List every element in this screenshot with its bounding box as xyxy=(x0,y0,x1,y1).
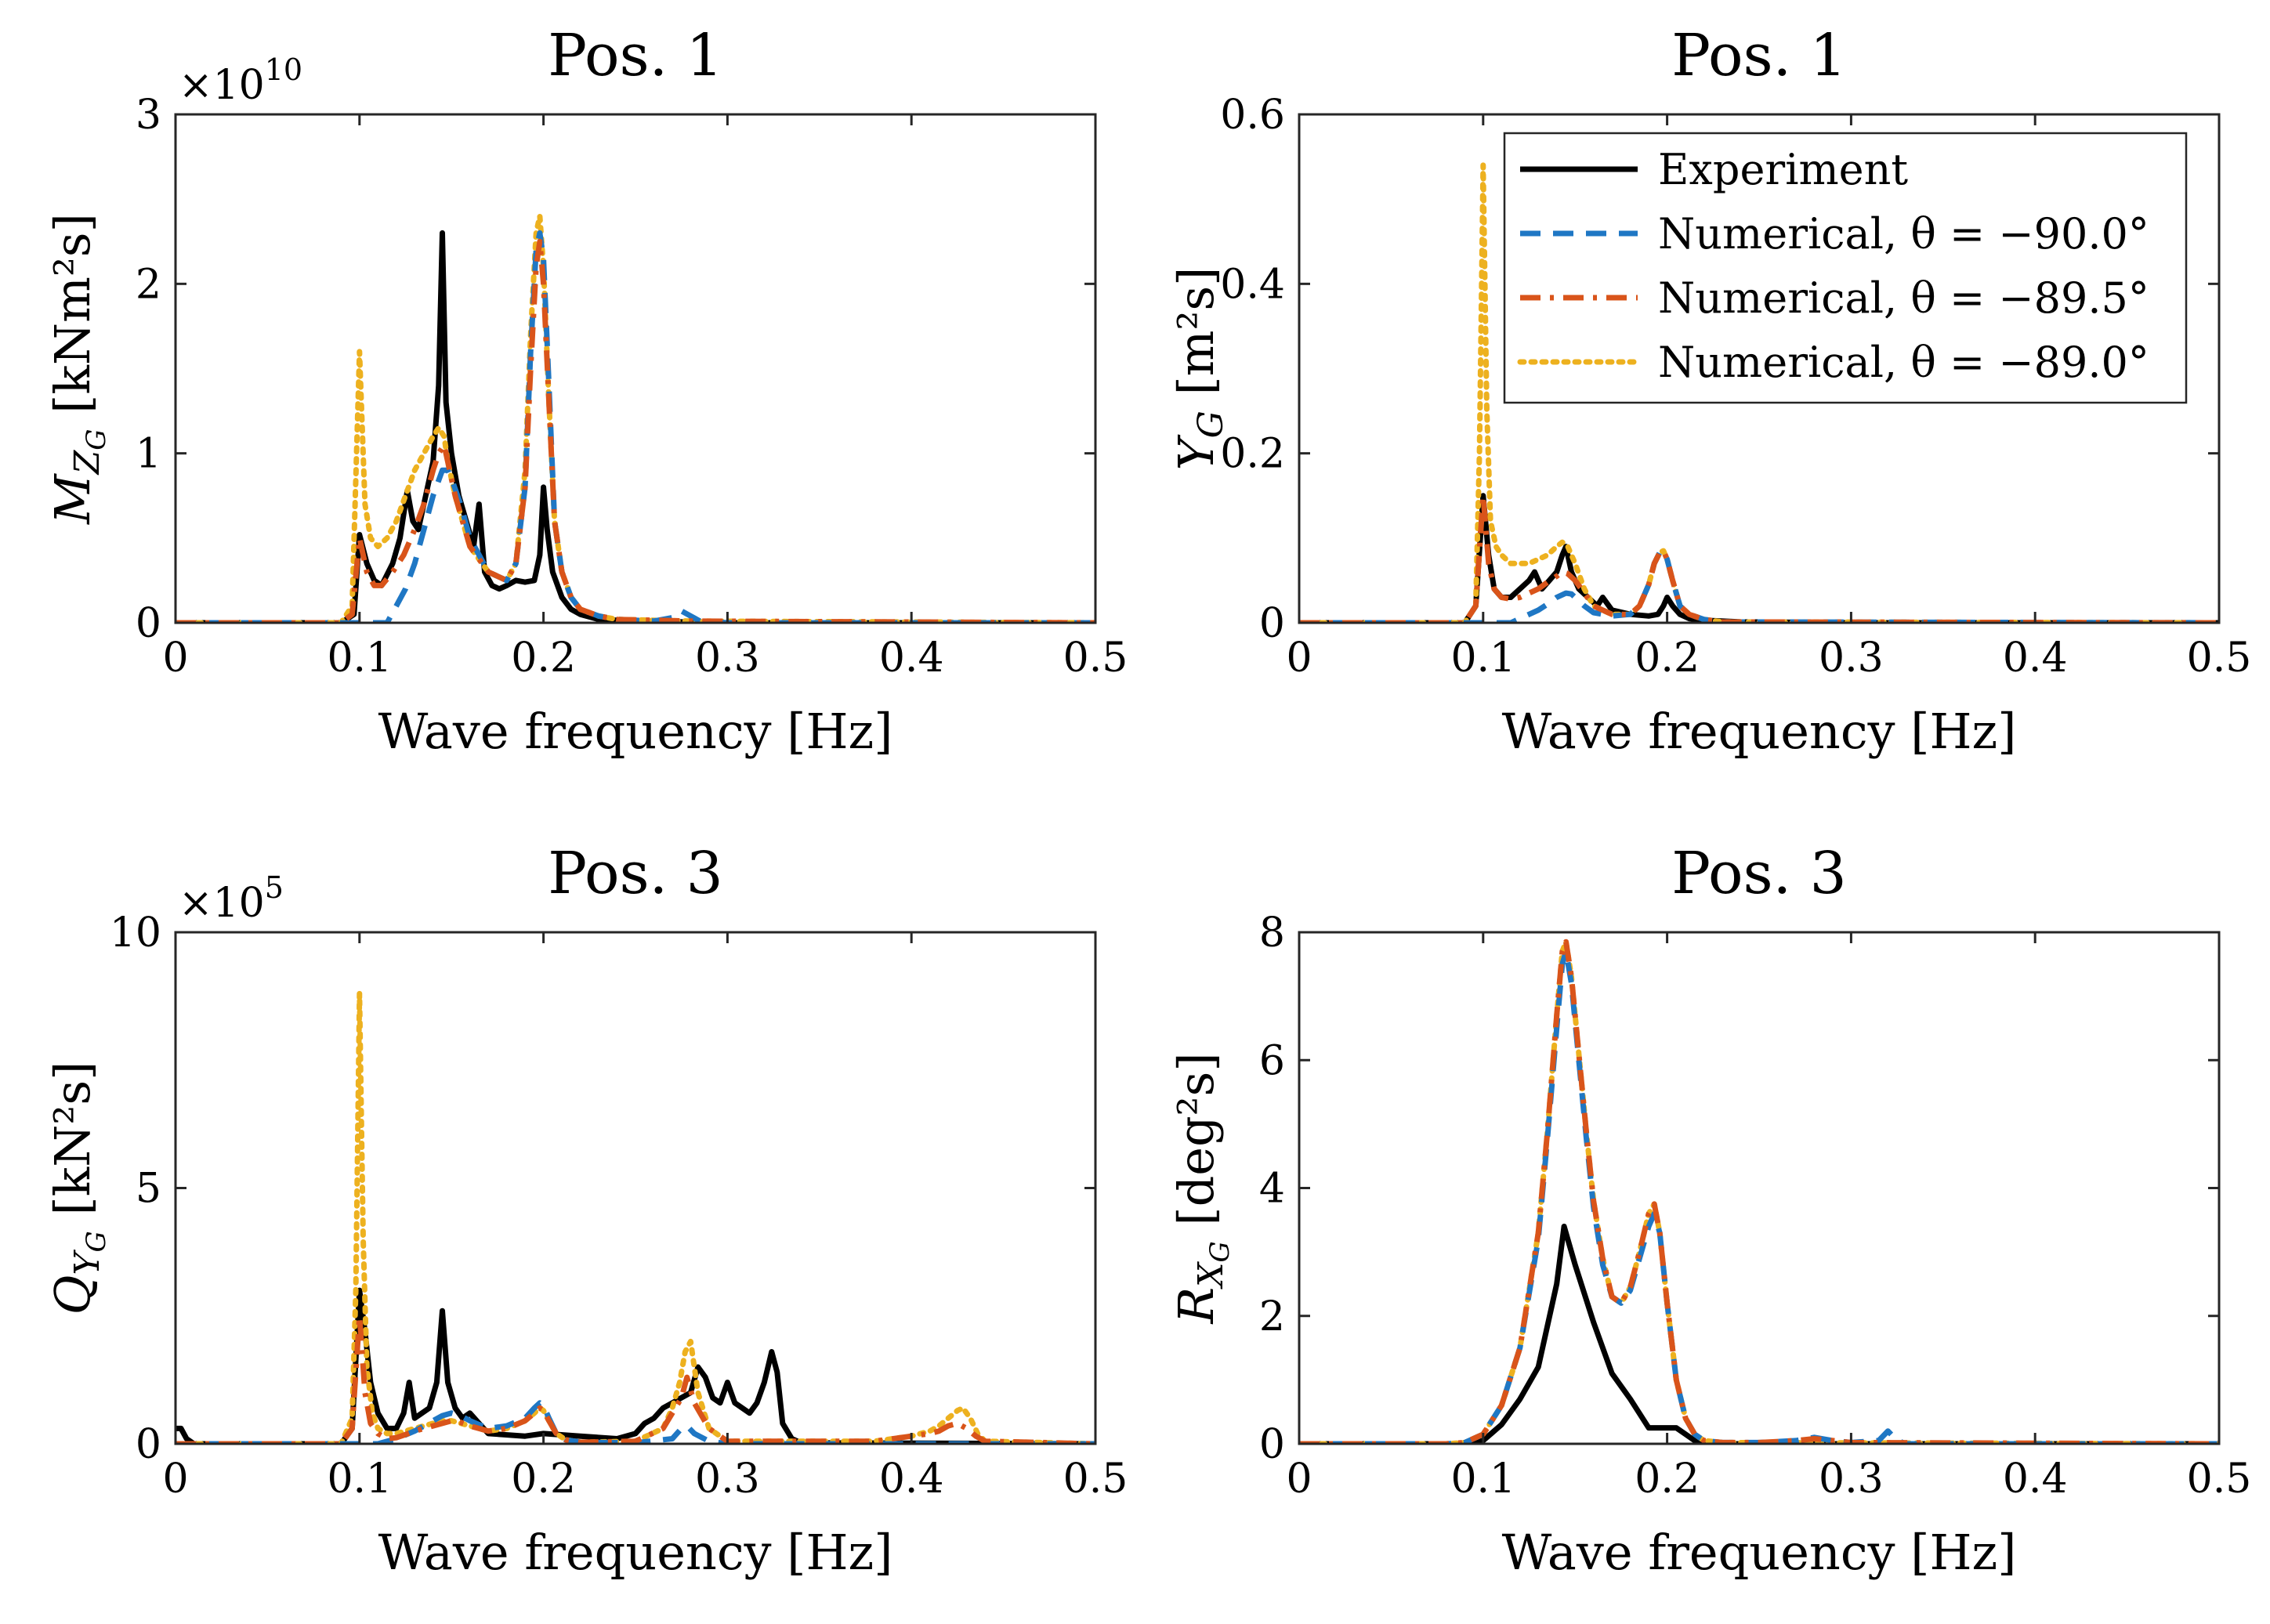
chart-title: Pos. 3 xyxy=(548,840,722,907)
y-tick-label: 4 xyxy=(1259,1166,1285,1213)
plot-area xyxy=(176,932,1095,1444)
y-tick-label: 2 xyxy=(136,261,161,308)
x-tick-label: 0 xyxy=(162,635,188,682)
x-tick-label: 0.3 xyxy=(695,635,760,682)
x-tick-label: 0.4 xyxy=(2003,635,2068,682)
x-tick-label: 0.2 xyxy=(1635,635,1700,682)
y-tick-label: 0 xyxy=(1259,1421,1285,1468)
series-line-1 xyxy=(1299,1224,2219,1444)
legend-label-2: Numerical, θ = −90.0° xyxy=(1658,209,2149,259)
plot-area xyxy=(1299,932,2219,1444)
legend-label-3: Numerical, θ = −89.5° xyxy=(1658,273,2149,323)
x-axis-label: Wave frequency [Hz] xyxy=(1502,703,2017,760)
x-tick-label: 0.4 xyxy=(2003,1456,2068,1503)
legend-label-4: Numerical, θ = −89.0° xyxy=(1658,338,2149,387)
y-tick-label: 0 xyxy=(1259,600,1285,647)
y-axis-label: QYG [kN²s] xyxy=(44,1062,112,1315)
chart-panel-3: 0 0.1 0.2 0.3 0.4 0.5 0 5 10 Pos. 3 Wave frequency… xyxy=(44,840,1128,1581)
y-tick-label: 0.2 xyxy=(1220,431,1285,478)
y-axis-label: MZG [kNm²s] xyxy=(44,213,112,525)
y-tick-label: 0.4 xyxy=(1220,261,1285,308)
chart-title: Pos. 1 xyxy=(548,22,722,89)
x-tick-label: 0.1 xyxy=(1450,635,1515,682)
series-line-3 xyxy=(1299,939,2219,1444)
x-tick-label: 0.4 xyxy=(879,1456,944,1503)
x-tick-label: 0.2 xyxy=(511,1456,576,1503)
series-line-3 xyxy=(176,238,1095,623)
chart-title: Pos. 1 xyxy=(1671,22,1846,89)
series-line-1 xyxy=(176,1287,1095,1444)
x-axis-label: Wave frequency [Hz] xyxy=(378,703,893,760)
x-tick-label: 0.5 xyxy=(2187,635,2252,682)
chart-panel-1: 0 0.1 0.2 0.3 0.4 0.5 0 1 2 3 Pos. 1 Wave frequency… xyxy=(44,22,1128,760)
y-tick-label: 10 xyxy=(110,910,161,957)
chart-panel-4: 0 0.1 0.2 0.3 0.4 0.5 0 2 4 6 8 Pos. 3 Wave frequenc… xyxy=(1168,840,2251,1581)
x-tick-label: 0.1 xyxy=(1450,1456,1515,1503)
legend-box xyxy=(1503,132,2188,404)
chart-title: Pos. 3 xyxy=(1671,840,1846,907)
x-tick-label: 0.1 xyxy=(327,635,392,682)
y-tick-label: 8 xyxy=(1259,910,1285,957)
axis-multiplier: ×105 xyxy=(179,870,284,927)
series-line-2 xyxy=(1299,548,2219,623)
plot-area xyxy=(176,114,1095,623)
axes-box xyxy=(1298,113,2221,624)
legend-label-1: Experiment xyxy=(1658,145,1908,194)
series-group xyxy=(176,213,1095,623)
series-group xyxy=(1299,939,2219,1444)
x-tick-label: 0.3 xyxy=(695,1456,760,1503)
series-line-3 xyxy=(176,1313,1095,1444)
x-tick-label: 0.4 xyxy=(879,635,944,682)
series-line-3 xyxy=(1299,493,2219,623)
y-tick-label: 5 xyxy=(136,1166,161,1213)
y-tick-label: 0 xyxy=(136,600,161,647)
x-axis-label: Wave frequency [Hz] xyxy=(378,1524,893,1581)
x-tick-label: 0.5 xyxy=(2187,1456,2252,1503)
chart-panel-2: 0 0.1 0.2 0.3 0.4 0.5 0 0.2 0.4 0.6 Pos. 1 Wave fre… xyxy=(1168,22,2251,760)
x-tick-label: 0 xyxy=(162,1456,188,1503)
x-axis-label: Wave frequency [Hz] xyxy=(1502,1524,2017,1581)
x-tick-label: 0.1 xyxy=(327,1456,392,1503)
y-tick-label: 0 xyxy=(136,1421,161,1468)
series-group xyxy=(1299,162,2219,623)
x-tick-label: 0.2 xyxy=(1635,1456,1700,1503)
x-tick-label: 0.5 xyxy=(1063,635,1128,682)
x-tick-label: 0.5 xyxy=(1063,1456,1128,1503)
y-axis-label: YG [m²s] xyxy=(1168,267,1231,471)
y-tick-label: 3 xyxy=(136,92,161,139)
y-tick-label: 1 xyxy=(136,431,161,478)
x-tick-label: 0.2 xyxy=(511,635,576,682)
y-tick-label: 0.6 xyxy=(1220,92,1285,139)
x-tick-label: 0 xyxy=(1286,635,1312,682)
axis-multiplier: ×1010 xyxy=(179,52,302,109)
x-tick-label: 0 xyxy=(1286,1456,1312,1503)
y-tick-label: 6 xyxy=(1259,1037,1285,1084)
axes-box xyxy=(174,113,1097,624)
series-line-2 xyxy=(176,1400,1095,1444)
series-group xyxy=(176,990,1095,1444)
y-tick-label: 2 xyxy=(1259,1293,1285,1340)
x-tick-label: 0.3 xyxy=(1819,635,1884,682)
x-tick-label: 0.3 xyxy=(1819,1456,1884,1503)
y-axis-label: RXG [deg²s] xyxy=(1168,1052,1236,1324)
